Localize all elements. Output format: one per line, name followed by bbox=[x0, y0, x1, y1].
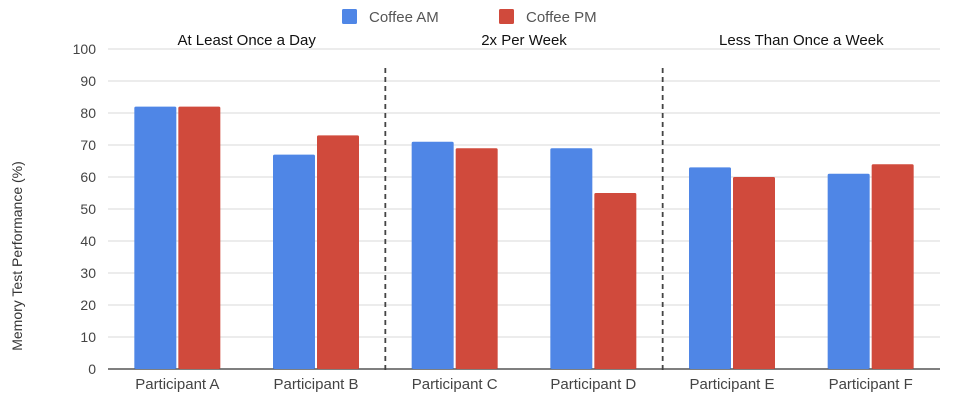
bar-coffee-am-participant-a bbox=[134, 106, 177, 369]
group-labels: At Least Once a Day 2x Per Week Less Than … bbox=[177, 32, 884, 49]
bars bbox=[134, 106, 914, 369]
group-label: Less Than Once a Week bbox=[719, 32, 884, 49]
x-tick-label: Participant D bbox=[550, 376, 636, 393]
bar-coffee-pm-participant-b bbox=[317, 135, 359, 369]
bar-coffee-am-participant-d bbox=[550, 148, 593, 369]
bar-coffee-pm-participant-e bbox=[733, 177, 775, 369]
y-tick-label: 40 bbox=[80, 233, 96, 249]
y-tick-label: 100 bbox=[73, 41, 97, 57]
gridlines bbox=[108, 48, 940, 370]
legend-swatch bbox=[499, 9, 514, 24]
y-tick-label: 50 bbox=[80, 201, 96, 217]
x-tick-label: Participant E bbox=[689, 376, 774, 393]
group-label: At Least Once a Day bbox=[177, 32, 316, 49]
bar-coffee-pm-participant-d bbox=[594, 193, 637, 369]
x-tick-label: Participant A bbox=[135, 376, 219, 393]
x-tick-label: Participant C bbox=[412, 376, 498, 393]
legend-label: Coffee AM bbox=[369, 9, 439, 26]
y-tick-label: 60 bbox=[80, 169, 96, 185]
bar-coffee-pm-participant-c bbox=[455, 148, 498, 369]
bar-coffee-pm-participant-a bbox=[178, 106, 221, 369]
y-tick-label: 30 bbox=[80, 265, 96, 281]
legend-swatch bbox=[342, 9, 357, 24]
y-tick-label: 90 bbox=[80, 73, 96, 89]
bar-coffee-pm-participant-f bbox=[871, 164, 914, 369]
bar-coffee-am-participant-b bbox=[273, 154, 315, 369]
y-tick-label: 0 bbox=[88, 361, 96, 377]
bar-coffee-am-participant-c bbox=[411, 141, 454, 369]
bar-coffee-am-participant-e bbox=[689, 167, 731, 369]
y-tick-label: 80 bbox=[80, 105, 96, 121]
group-label: 2x Per Week bbox=[481, 32, 567, 49]
y-axis-title: Memory Test Performance (%) bbox=[9, 161, 25, 351]
bar-coffee-am-participant-f bbox=[827, 173, 870, 369]
legend: Coffee AM Coffee PM bbox=[342, 9, 597, 26]
y-tick-label: 10 bbox=[80, 329, 96, 345]
y-tick-label: 70 bbox=[80, 137, 96, 153]
x-tick-label: Participant F bbox=[829, 376, 913, 393]
y-axis-ticks: 0 10 20 30 40 50 60 70 80 90 100 bbox=[73, 41, 97, 377]
x-tick-label: Participant B bbox=[273, 376, 358, 393]
legend-label: Coffee PM bbox=[526, 9, 597, 26]
y-tick-label: 20 bbox=[80, 297, 96, 313]
group-separators bbox=[384, 68, 664, 372]
x-axis-labels: Participant A Participant B Participant C P… bbox=[135, 376, 913, 393]
